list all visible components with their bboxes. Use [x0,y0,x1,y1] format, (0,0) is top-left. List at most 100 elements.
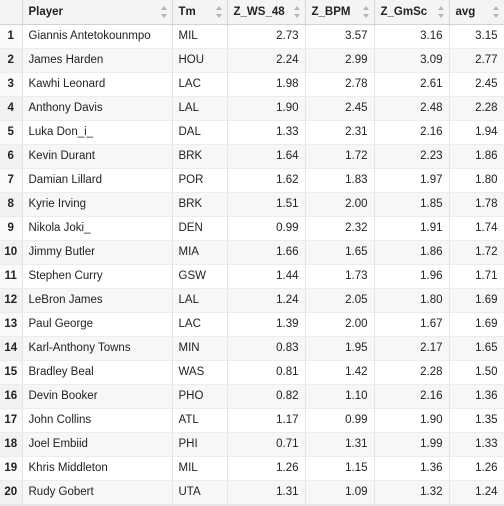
row-index: 11 [0,264,23,289]
table-row[interactable]: 12 LeBron James LAL 1.24 2.05 1.80 1.69 [0,288,504,313]
table-row[interactable]: 5 Luka Don_i_ DAL 1.33 2.31 2.16 1.94 [0,120,504,145]
z-ws-48-cell: 1.66 [227,240,306,265]
row-index: 2 [0,48,23,73]
table-row[interactable]: 14 Karl-Anthony Towns MIN 0.83 1.95 2.17 1.65 [0,336,504,361]
column-header-z-bpm[interactable]: Z_BPM [305,0,375,25]
row-index: 18 [0,432,23,457]
table-row[interactable]: 19 Khris Middleton MIL 1.26 1.15 1.36 1.26 [0,456,504,481]
z-ws-48-cell: 1.64 [227,144,306,169]
player-cell: Rudy Gobert [22,480,173,505]
z-ws-48-cell: 1.90 [227,96,306,121]
horizontal-scrollbar[interactable] [0,504,504,506]
team-cell: MIL [172,456,228,481]
z-ws-48-cell: 1.24 [227,288,306,313]
player-cell: Jimmy Butler [22,240,173,265]
row-index: 5 [0,120,23,145]
player-cell: Giannis Antetokounmpo [22,24,173,49]
avg-cell: 1.50 [449,360,504,385]
player-cell: Paul George [22,312,173,337]
avg-cell: 1.36 [449,384,504,409]
z-gmsc-cell: 2.48 [374,96,450,121]
team-cell: PHI [172,432,228,457]
z-bpm-cell: 1.72 [305,144,375,169]
table-row[interactable]: 18 Joel Embiid PHI 0.71 1.31 1.99 1.33 [0,432,504,457]
column-header-z-gmsc[interactable]: Z_GmSc [374,0,450,25]
table-row[interactable]: 20 Rudy Gobert UTA 1.31 1.09 1.32 1.24 [0,480,504,505]
z-gmsc-cell: 2.17 [374,336,450,361]
z-bpm-cell: 1.95 [305,336,375,361]
row-index: 13 [0,312,23,337]
table-row[interactable]: 15 Bradley Beal WAS 0.81 1.42 2.28 1.50 [0,360,504,385]
column-header-label: Z_WS_48 [233,5,285,18]
z-ws-48-cell: 1.26 [227,456,306,481]
team-cell: GSW [172,264,228,289]
column-header-label: Tm [178,5,196,18]
z-bpm-cell: 1.10 [305,384,375,409]
column-header-tm[interactable]: Tm [172,0,228,25]
table-row[interactable]: 17 John Collins ATL 1.17 0.99 1.90 1.35 [0,408,504,433]
player-cell: Kawhi Leonard [22,72,173,97]
sort-arrows-icon[interactable] [215,6,222,18]
z-bpm-cell: 0.99 [305,408,375,433]
z-gmsc-cell: 1.80 [374,288,450,313]
sort-arrows-icon[interactable] [362,6,369,18]
z-bpm-cell: 1.73 [305,264,375,289]
team-cell: MIL [172,24,228,49]
row-index: 6 [0,144,23,169]
z-gmsc-cell: 1.36 [374,456,450,481]
z-bpm-cell: 1.65 [305,240,375,265]
row-index: 19 [0,456,23,481]
table-row[interactable]: 7 Damian Lillard POR 1.62 1.83 1.97 1.80 [0,168,504,193]
sort-arrows-icon[interactable] [437,6,444,18]
team-cell: HOU [172,48,228,73]
sort-arrows-icon[interactable] [160,6,167,18]
table-row[interactable]: 16 Devin Booker PHO 0.82 1.10 2.16 1.36 [0,384,504,409]
row-index: 14 [0,336,23,361]
column-header-z-ws-48[interactable]: Z_WS_48 [227,0,306,25]
z-gmsc-cell: 2.23 [374,144,450,169]
column-header-label: Player [28,5,64,18]
avg-cell: 1.33 [449,432,504,457]
avg-cell: 1.86 [449,144,504,169]
row-index: 15 [0,360,23,385]
team-cell: LAC [172,312,228,337]
column-header-label: avg [455,5,476,18]
team-cell: POR [172,168,228,193]
row-index: 8 [0,192,23,217]
avg-cell: 3.15 [449,24,504,49]
z-bpm-cell: 2.05 [305,288,375,313]
team-cell: WAS [172,360,228,385]
z-bpm-cell: 2.32 [305,216,375,241]
z-bpm-cell: 2.45 [305,96,375,121]
column-header-avg[interactable]: avg [449,0,504,25]
row-index: 4 [0,96,23,121]
team-cell: MIA [172,240,228,265]
z-bpm-cell: 2.78 [305,72,375,97]
avg-cell: 1.65 [449,336,504,361]
table-row[interactable]: 10 Jimmy Butler MIA 1.66 1.65 1.86 1.72 [0,240,504,265]
table-row[interactable]: 11 Stephen Curry GSW 1.44 1.73 1.96 1.71 [0,264,504,289]
table-row[interactable]: 4 Anthony Davis LAL 1.90 2.45 2.48 2.28 [0,96,504,121]
player-cell: Anthony Davis [22,96,173,121]
player-cell: LeBron James [22,288,173,313]
z-ws-48-cell: 2.24 [227,48,306,73]
table-row[interactable]: 3 Kawhi Leonard LAC 1.98 2.78 2.61 2.45 [0,72,504,97]
column-header-player[interactable]: Player [22,0,173,25]
table-row[interactable]: 1 Giannis Antetokounmpo MIL 2.73 3.57 3.16 3.1… [0,24,504,49]
table-row[interactable]: 6 Kevin Durant BRK 1.64 1.72 2.23 1.86 [0,144,504,169]
sort-arrows-icon[interactable] [492,6,499,18]
table-row[interactable]: 9 Nikola Joki_ DEN 0.99 2.32 1.91 1.74 [0,216,504,241]
z-ws-48-cell: 1.62 [227,168,306,193]
z-gmsc-cell: 1.90 [374,408,450,433]
player-cell: Kevin Durant [22,144,173,169]
table-row[interactable]: 8 Kyrie Irving BRK 1.51 2.00 1.85 1.78 [0,192,504,217]
row-index: 3 [0,72,23,97]
team-cell: PHO [172,384,228,409]
table-row[interactable]: 2 James Harden HOU 2.24 2.99 3.09 2.77 [0,48,504,73]
z-gmsc-cell: 1.97 [374,168,450,193]
z-bpm-cell: 2.00 [305,312,375,337]
table-row[interactable]: 13 Paul George LAC 1.39 2.00 1.67 1.69 [0,312,504,337]
z-gmsc-cell: 2.16 [374,384,450,409]
sort-arrows-icon[interactable] [293,6,300,18]
z-bpm-cell: 2.00 [305,192,375,217]
